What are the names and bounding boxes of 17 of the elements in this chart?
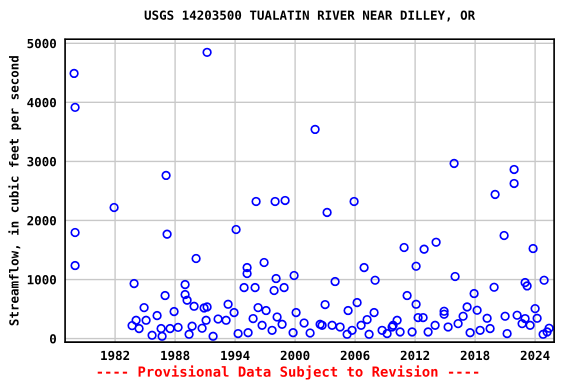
- x-tick-label: 1994: [221, 350, 250, 360]
- x-tick-label: 2006: [340, 350, 370, 360]
- y-tick-label: 5000: [28, 38, 56, 48]
- x-tick-label: 2000: [280, 350, 310, 360]
- text: ---- Provisional Data Subject to Revision ----: [98, 365, 478, 380]
- x-tick-label: 1988: [161, 350, 190, 360]
- y-tick-label: 4000: [27, 98, 56, 108]
- y-tick-label: 2000: [27, 216, 56, 226]
- y-axis-title: Streamflow, in cubic feet per second: [8, 56, 22, 326]
- y-tick-label: 1000: [28, 275, 56, 284]
- y-tick-label: 0: [50, 334, 56, 344]
- chart-title: USGS 14203500 TUALATIN RIVER NEAR DILLEY, OR: [144, 10, 476, 22]
- x-tick-label: 1982: [101, 350, 130, 360]
- x-tick-label: 2012: [400, 350, 430, 360]
- x-tick-label: 2018: [460, 350, 490, 360]
- x-tick-label: 2024: [520, 350, 550, 360]
- y-tick-label: 3000: [27, 156, 56, 166]
